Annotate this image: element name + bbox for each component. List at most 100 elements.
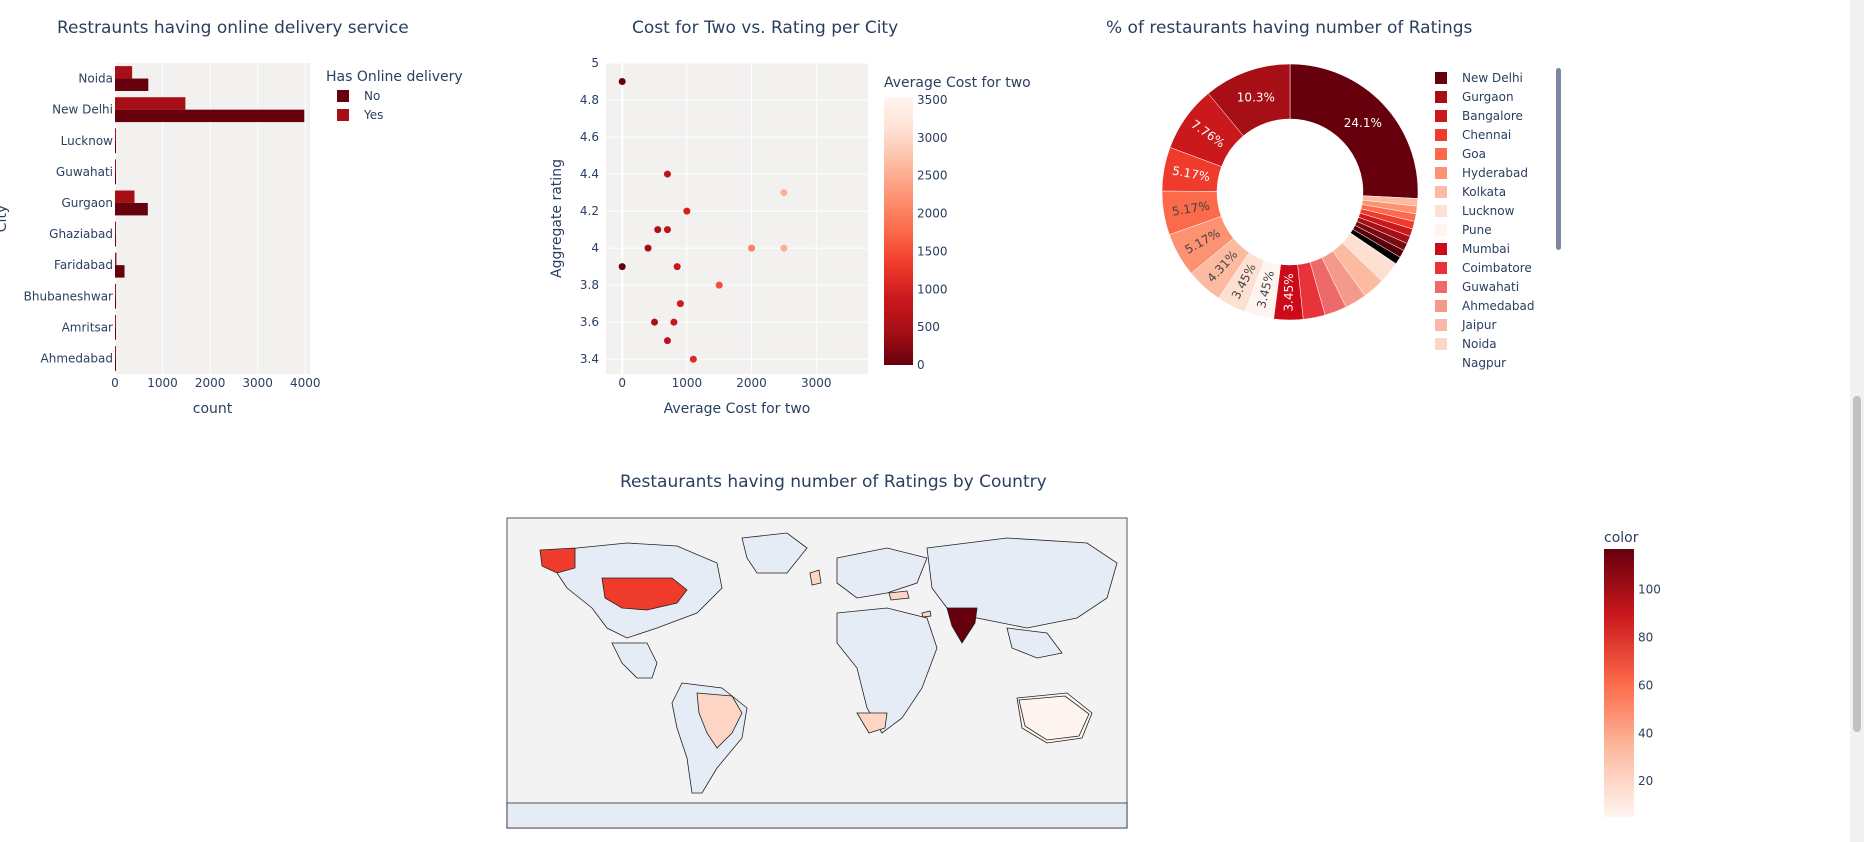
donut-legend-label: Gurgaon: [1462, 90, 1514, 104]
donut-legend-label: Pune: [1462, 223, 1492, 237]
bar-yes: [115, 314, 116, 328]
map-colorbar-tick: 80: [1638, 631, 1653, 645]
europe-shape: [836, 547, 928, 599]
scatter-colorbar-title: Average Cost for two: [884, 75, 1031, 91]
bar-x-axis-label: count: [193, 401, 233, 417]
united-states-shape: [601, 577, 688, 611]
scatter-y-tick-label: 4.4: [580, 167, 599, 181]
bar-category-label: New Delhi: [52, 103, 113, 117]
donut-legend-label: Goa: [1462, 147, 1486, 161]
map-colorbar: [1604, 549, 1634, 817]
scatter-y-tick-label: 3.8: [580, 278, 599, 292]
bar-yes: [115, 346, 116, 359]
scatter-point: [780, 244, 788, 252]
uae-shape: [921, 610, 932, 618]
donut-legend-swatch: [1435, 319, 1447, 331]
donut-slice: [1207, 63, 1291, 137]
bar-category-label: Guwahati: [56, 165, 113, 179]
scatter-point: [663, 337, 671, 345]
donut-legend-label: Nagpur: [1462, 356, 1506, 370]
scatter-point: [683, 207, 691, 215]
donut-legend-swatch: [1435, 129, 1447, 141]
bar-legend-label: No: [364, 89, 380, 103]
donut-legend-swatch: [1435, 167, 1447, 179]
donut-legend-label: Ahmedabad: [1462, 299, 1534, 313]
map-title: Restaurants having number of Ratings by …: [620, 472, 1047, 492]
bar-chart-online-delivery: Restraunts having online delivery servic…: [0, 18, 463, 417]
scrollbar-thumb[interactable]: [1853, 396, 1861, 732]
donut-legend-swatch: [1435, 72, 1447, 84]
scatter-point: [654, 226, 662, 234]
donut-legend-scrollbar: [1556, 68, 1561, 250]
donut-legend-label: New Delhi: [1462, 71, 1523, 85]
donut-legend-label: Bangalore: [1462, 109, 1523, 123]
bar-no: [115, 140, 116, 154]
donut-legend-swatch: [1435, 148, 1447, 160]
bar-category-label: Bhubaneshwar: [24, 289, 113, 303]
bar-no: [115, 265, 125, 278]
donut-legend-label: Hyderabad: [1462, 166, 1528, 180]
asia-shape: [926, 537, 1118, 629]
bar-legend-label: Yes: [363, 108, 383, 122]
bar-legend-swatch: [337, 109, 349, 121]
scatter-colorbar-tick: 1000: [917, 282, 948, 296]
bar-yes: [115, 252, 117, 266]
donut-legend-swatch: [1435, 110, 1447, 122]
donut-legend-swatch: [1435, 357, 1447, 369]
donut-legend-label: Chennai: [1462, 128, 1511, 142]
bar-x-tick-label: 1000: [147, 376, 178, 390]
south-africa-shape: [856, 712, 888, 734]
scatter-y-tick-label: 4.2: [580, 204, 599, 218]
donut-slice-label: 5.17%: [1171, 164, 1211, 185]
map-colorbar-tick: 20: [1638, 774, 1653, 788]
choropleth-map-ratings: Restaurants having number of Ratings by …: [506, 472, 1661, 829]
map-colorbar-tick: 100: [1638, 583, 1661, 597]
australia-highlight-shape: [1018, 695, 1090, 741]
scatter-colorbar: [884, 97, 913, 365]
scatter-x-tick-label: 2000: [736, 376, 767, 390]
donut-legend-swatch: [1435, 281, 1447, 293]
donut-slice-label: 10.3%: [1237, 90, 1275, 104]
bar-no: [115, 171, 116, 185]
scatter-point: [651, 318, 659, 326]
bar-category-label: Noida: [78, 72, 113, 86]
scatter-point: [663, 170, 671, 178]
scatter-chart-cost-vs-rating: Cost for Two vs. Rating per City 0 1000 200…: [549, 18, 1031, 417]
scatter-point: [715, 281, 723, 289]
antarctica-shape: [506, 802, 1128, 829]
donut-legend-swatch: [1435, 205, 1447, 217]
map-colorbar-title: color: [1604, 530, 1639, 546]
bar-category-label: Faridabad: [54, 258, 113, 272]
donut-chart-title: % of restaurants having number of Rating…: [1106, 18, 1473, 38]
scatter-point: [689, 355, 697, 363]
scatter-point: [618, 263, 626, 271]
bar-yes: [115, 283, 116, 297]
bar-category-label: Lucknow: [61, 134, 114, 148]
bar-category-label: Amritsar: [62, 320, 113, 334]
united-kingdom-shape: [809, 569, 822, 586]
bar-y-axis-label: City: [0, 205, 10, 232]
donut-legend-swatch: [1435, 186, 1447, 198]
bar-x-tick-label: 4000: [290, 376, 321, 390]
scatter-colorbar-tick: 500: [917, 320, 940, 334]
donut-chart-ratings: % of restaurants having number of Rating…: [1106, 18, 1561, 370]
donut-legend-label: Kolkata: [1462, 185, 1506, 199]
bar-no: [115, 296, 116, 309]
scatter-y-tick-label: 4: [591, 241, 599, 255]
greenland-shape: [741, 532, 808, 574]
scatter-y-tick-label: 3.4: [580, 352, 599, 366]
donut-slice: [1289, 63, 1419, 199]
donut-legend-label: Jaipur: [1461, 318, 1496, 332]
scatter-colorbar-tick: 3000: [917, 131, 948, 145]
bar-yes: [115, 221, 116, 235]
scatter-chart-title: Cost for Two vs. Rating per City: [632, 18, 898, 38]
scatter-y-tick-label: 4.6: [580, 130, 599, 144]
scatter-y-axis-label: Aggregate rating: [549, 159, 565, 278]
donut-slice-label: 3.45%: [1282, 273, 1296, 311]
bar-x-tick-label: 3000: [242, 376, 273, 390]
scatter-point: [644, 244, 652, 252]
page-scrollbar[interactable]: [1850, 0, 1864, 842]
bar-legend-title: Has Online delivery: [326, 69, 463, 85]
scatter-colorbar-tick: 2000: [917, 207, 948, 221]
